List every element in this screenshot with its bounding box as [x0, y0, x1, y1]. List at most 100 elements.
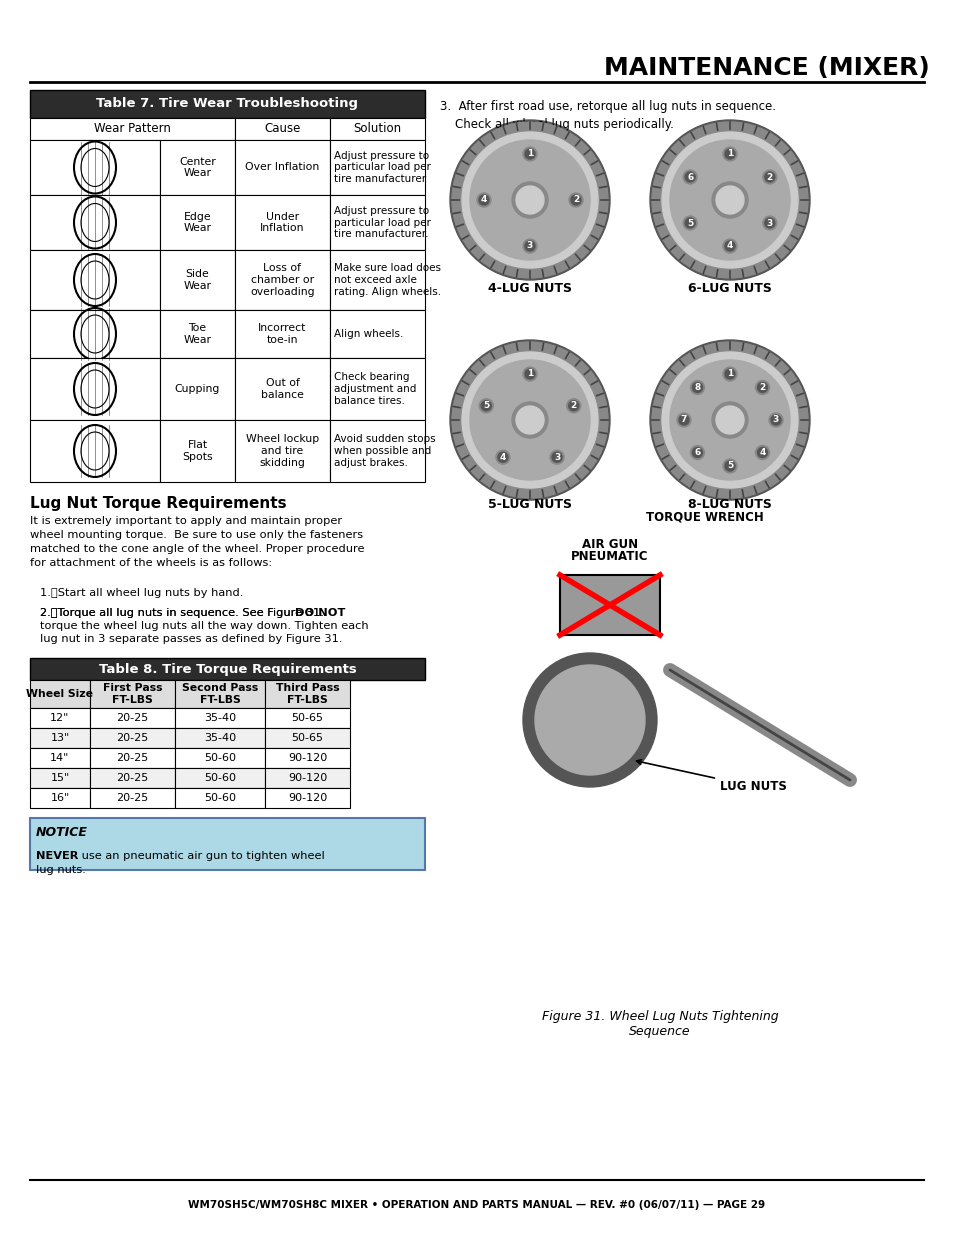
Text: Adjust pressure to
particular load per
tire manufacturer.: Adjust pressure to particular load per t… [334, 206, 431, 240]
Text: 20-25: 20-25 [116, 793, 149, 803]
Text: 20-25: 20-25 [116, 773, 149, 783]
Text: 8: 8 [694, 383, 700, 391]
Text: 7: 7 [680, 415, 686, 425]
Bar [30, 195, 160, 249]
Circle shape [524, 149, 535, 159]
Text: 14": 14" [51, 753, 70, 763]
Bar [160, 310, 234, 358]
Circle shape [770, 415, 781, 425]
Circle shape [722, 459, 737, 473]
Text: 50-65: 50-65 [292, 734, 323, 743]
Text: 20-25: 20-25 [116, 753, 149, 763]
Text: 6: 6 [694, 448, 700, 457]
Text: 2.	Torque all lug nuts in sequence. See Figure 31.: 2. Torque all lug nuts in sequence. See … [40, 608, 331, 618]
Circle shape [649, 340, 809, 500]
Text: Center
Wear: Center Wear [179, 157, 215, 178]
Circle shape [478, 399, 493, 412]
Circle shape [669, 359, 789, 480]
Bar [90, 768, 174, 788]
Circle shape [470, 359, 589, 480]
Circle shape [450, 340, 609, 500]
Text: 6-LUG NUTS: 6-LUG NUTS [687, 282, 771, 295]
Text: 90-120: 90-120 [288, 793, 327, 803]
Circle shape [568, 193, 582, 207]
Circle shape [755, 446, 769, 459]
Bar [90, 708, 174, 727]
Bar [265, 748, 350, 768]
Bar [30, 358, 160, 420]
Text: Over Inflation: Over Inflation [245, 163, 319, 173]
Text: LUG NUTS: LUG NUTS [636, 760, 786, 793]
Text: Loss of
chamber or
overloading: Loss of chamber or overloading [250, 263, 314, 296]
Text: Wear Pattern: Wear Pattern [94, 122, 171, 136]
Bar [160, 195, 234, 249]
Text: 50-60: 50-60 [204, 793, 235, 803]
Text: lug nut in 3 separate passes as defined by Figure 31.: lug nut in 3 separate passes as defined … [40, 634, 342, 643]
Bar [174, 680, 265, 708]
Circle shape [690, 380, 703, 394]
Circle shape [516, 406, 543, 433]
Text: 16": 16" [51, 793, 70, 803]
Bar [234, 119, 330, 140]
Circle shape [480, 401, 491, 411]
Text: Third Pass
FT-LBS: Third Pass FT-LBS [275, 683, 339, 705]
Text: 5: 5 [686, 219, 693, 227]
Text: 50-60: 50-60 [204, 773, 235, 783]
Text: Avoid sudden stops
when possible and
adjust brakes.: Avoid sudden stops when possible and adj… [334, 435, 436, 468]
Text: Under
Inflation: Under Inflation [260, 211, 304, 233]
Text: 2.	Torque all lug nuts in sequence. See Figure 31.: 2. Torque all lug nuts in sequence. See … [40, 608, 331, 618]
Bar [559, 576, 659, 635]
Text: TORQUE WRENCH: TORQUE WRENCH [645, 510, 763, 522]
Bar [90, 788, 174, 808]
Bar [174, 768, 265, 788]
Circle shape [724, 241, 734, 251]
Bar [174, 748, 265, 768]
Circle shape [535, 664, 644, 776]
Text: DO NOT: DO NOT [294, 608, 345, 618]
Text: Out of
balance: Out of balance [261, 378, 304, 400]
Text: Second Pass
FT-LBS: Second Pass FT-LBS [182, 683, 258, 705]
Bar [90, 727, 174, 748]
Text: 35-40: 35-40 [204, 713, 235, 722]
Circle shape [566, 399, 580, 412]
Text: Align wheels.: Align wheels. [334, 329, 403, 338]
Text: 4: 4 [759, 448, 765, 457]
Circle shape [651, 342, 807, 498]
Bar [330, 358, 424, 420]
Text: Table 7. Tire Wear Troubleshooting: Table 7. Tire Wear Troubleshooting [96, 98, 358, 110]
Bar [30, 708, 90, 727]
Text: 2: 2 [759, 383, 765, 391]
Bar [234, 140, 330, 195]
Circle shape [762, 170, 776, 184]
Bar [174, 788, 265, 808]
Text: torque the wheel lug nuts all the way down. Tighten each: torque the wheel lug nuts all the way do… [40, 621, 368, 631]
Text: 20-25: 20-25 [116, 713, 149, 722]
Text: 1: 1 [526, 369, 533, 378]
Bar [330, 420, 424, 482]
Text: Cupping: Cupping [174, 384, 220, 394]
Text: 1: 1 [526, 149, 533, 158]
Text: Table 8. Tire Torque Requirements: Table 8. Tire Torque Requirements [98, 662, 356, 676]
Bar [330, 119, 424, 140]
Circle shape [478, 195, 489, 205]
Text: Lug Nut Torque Requirements: Lug Nut Torque Requirements [30, 496, 286, 511]
Bar [30, 768, 90, 788]
Text: 90-120: 90-120 [288, 753, 327, 763]
Text: 5: 5 [726, 462, 732, 471]
Circle shape [470, 140, 589, 261]
Circle shape [476, 193, 491, 207]
Text: 3: 3 [772, 415, 779, 425]
Bar [265, 768, 350, 788]
Bar [234, 358, 330, 420]
Text: NOTICE: NOTICE [36, 825, 88, 839]
Text: 50-65: 50-65 [292, 713, 323, 722]
Text: Flat
Spots: Flat Spots [182, 440, 213, 462]
Bar [234, 195, 330, 249]
Circle shape [692, 447, 701, 457]
Bar [30, 680, 90, 708]
Text: WM70SH5C/WM70SH8C MIXER • OPERATION AND PARTS MANUAL — REV. #0 (06/07/11) — PAGE: WM70SH5C/WM70SH8C MIXER • OPERATION AND … [189, 1200, 764, 1210]
Bar [234, 420, 330, 482]
Circle shape [682, 216, 697, 230]
Text: Adjust pressure to
particular load per
tire manufacturer: Adjust pressure to particular load per t… [334, 151, 431, 184]
Text: 3: 3 [766, 219, 772, 227]
